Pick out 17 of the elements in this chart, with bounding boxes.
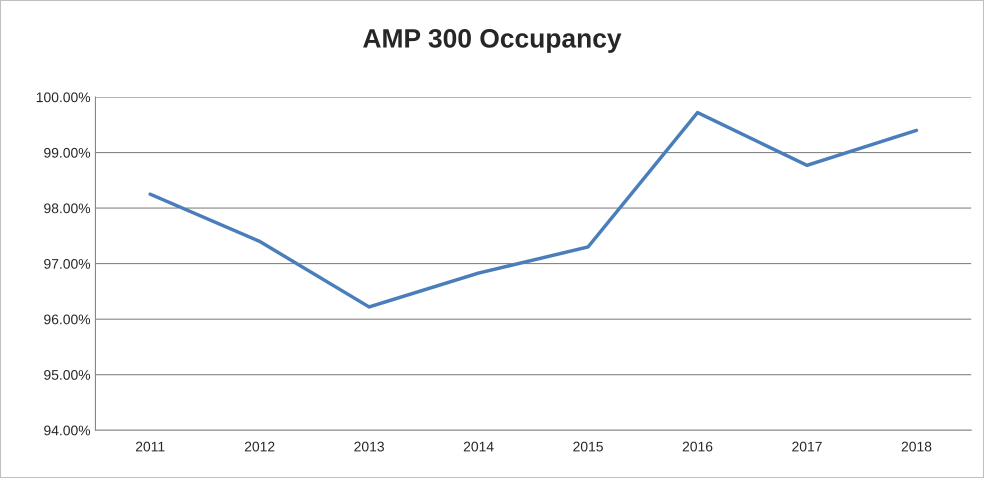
x-tick-label: 2012 [244,442,274,452]
x-tick-label: 2013 [354,442,384,452]
y-tick-label: 99.00% [44,148,90,158]
x-tick-label: 2011 [136,442,164,452]
y-tick-label: 98.00% [44,203,90,214]
x-tick-label: 2016 [682,442,712,452]
line-series [148,110,918,309]
chart-title: AMP 300 Occupancy [363,29,622,53]
y-tick-label: 100.00% [36,92,90,102]
y-tick-label: 95.00% [44,370,90,380]
y-tick-label: 96.00% [44,314,90,324]
x-tick-label: 2018 [902,442,932,452]
x-tick-label: 2015 [573,442,603,452]
x-tick-label: 2014 [464,442,494,452]
y-tick-label: 94.00% [44,426,90,436]
x-tick-label: 2017 [792,442,822,452]
y-tick-label: 97.00% [44,258,90,269]
